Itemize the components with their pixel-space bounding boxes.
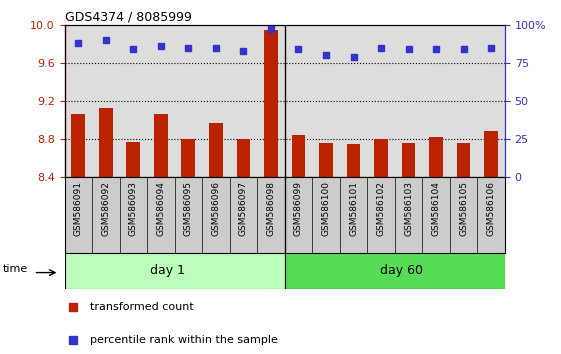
Text: GSM586105: GSM586105 — [459, 181, 468, 236]
Point — [431, 46, 440, 52]
Point — [459, 46, 468, 52]
Text: GSM586100: GSM586100 — [321, 181, 330, 236]
Bar — [99, 108, 113, 177]
Text: GSM586092: GSM586092 — [102, 181, 111, 236]
Point — [129, 46, 138, 52]
Point — [184, 45, 193, 50]
Text: GSM586102: GSM586102 — [376, 181, 385, 236]
Point — [349, 54, 358, 59]
Bar — [285, 253, 519, 289]
Bar — [264, 29, 278, 177]
Point — [157, 43, 165, 49]
Bar — [457, 143, 471, 177]
Bar — [292, 135, 305, 177]
Bar — [209, 123, 223, 177]
Bar — [237, 139, 250, 177]
Point — [486, 45, 495, 50]
Bar — [347, 144, 360, 177]
Point — [376, 45, 385, 50]
Text: GSM586101: GSM586101 — [349, 181, 358, 236]
Text: GSM586096: GSM586096 — [211, 181, 220, 236]
Point — [239, 48, 248, 53]
Point — [404, 46, 413, 52]
Text: GSM586098: GSM586098 — [266, 181, 275, 236]
Bar — [374, 139, 388, 177]
Bar — [182, 139, 195, 177]
Bar — [429, 137, 443, 177]
Text: day 60: day 60 — [380, 264, 423, 277]
Bar — [154, 114, 168, 177]
Text: transformed count: transformed count — [90, 302, 194, 312]
Text: GSM586093: GSM586093 — [129, 181, 138, 236]
Bar — [484, 131, 498, 177]
Point — [211, 45, 220, 50]
Bar — [65, 253, 285, 289]
Text: GSM586095: GSM586095 — [184, 181, 193, 236]
Text: time: time — [3, 264, 29, 274]
Text: GSM586104: GSM586104 — [431, 181, 440, 236]
Text: GSM586103: GSM586103 — [404, 181, 413, 236]
Text: GSM586094: GSM586094 — [157, 181, 165, 236]
Text: GSM586106: GSM586106 — [486, 181, 495, 236]
Point — [74, 40, 83, 46]
Point — [321, 52, 330, 58]
Text: day 1: day 1 — [150, 264, 185, 277]
Text: GSM586097: GSM586097 — [239, 181, 248, 236]
Point — [294, 46, 303, 52]
Bar — [319, 143, 333, 177]
Bar — [71, 114, 85, 177]
Text: percentile rank within the sample: percentile rank within the sample — [90, 335, 278, 344]
Point — [102, 37, 111, 43]
Text: GSM586091: GSM586091 — [74, 181, 83, 236]
Text: GSM586099: GSM586099 — [294, 181, 303, 236]
Text: GDS4374 / 8085999: GDS4374 / 8085999 — [65, 11, 191, 24]
Bar — [402, 143, 416, 177]
Point — [266, 27, 275, 32]
Bar — [126, 142, 140, 177]
